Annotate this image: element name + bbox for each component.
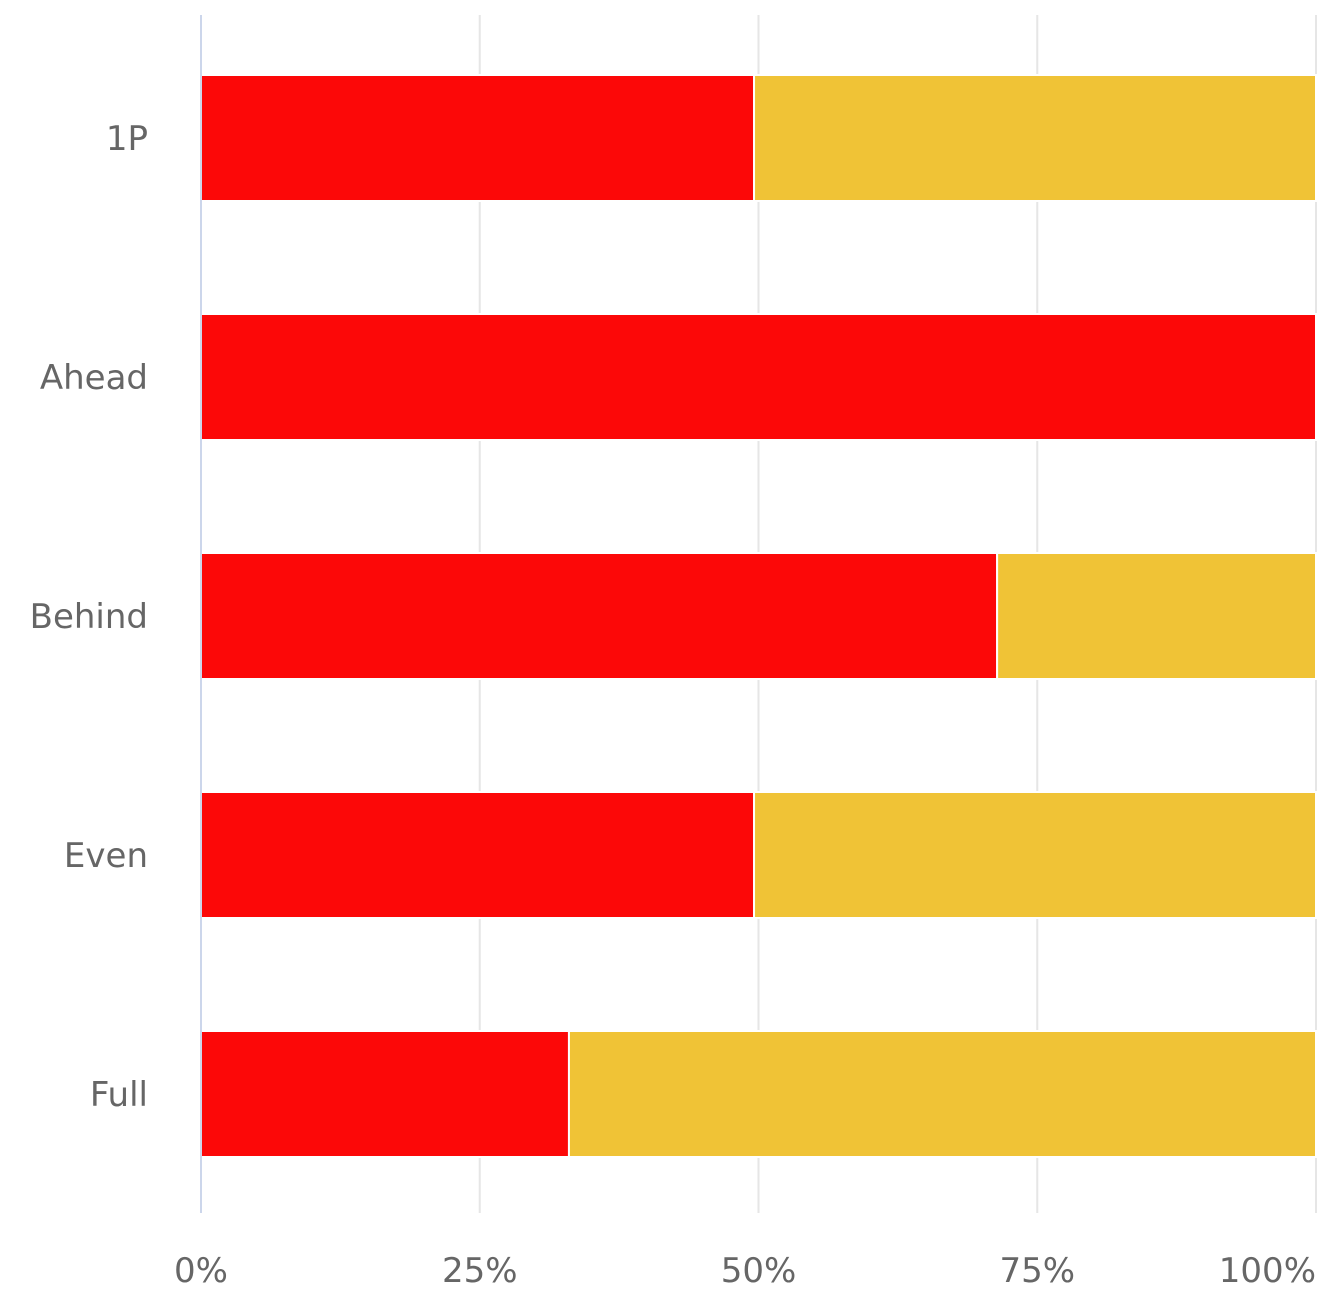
x-tick-label-2: 50%	[721, 1251, 797, 1291]
bar-behind-series-2[interactable]	[996, 552, 1317, 680]
bar-even-series-2[interactable]	[753, 791, 1317, 919]
bar-full-series-2[interactable]	[567, 1030, 1317, 1158]
category-label-ahead: Ahead	[40, 358, 148, 398]
bar-ahead-series-1[interactable]	[200, 313, 1317, 441]
bar-behind-series-1[interactable]	[200, 552, 999, 680]
x-axis-tick-labels: 0% 25% 50% 75% 100%	[174, 1251, 1316, 1291]
y-axis-category-labels: 1P Ahead Behind Even Full	[30, 119, 148, 1115]
category-label-full: Full	[90, 1075, 148, 1115]
x-tick-label-0: 0%	[174, 1251, 228, 1291]
x-tick-label-1: 25%	[442, 1251, 518, 1291]
category-label-behind: Behind	[30, 597, 148, 637]
bar-1p-series-2[interactable]	[753, 74, 1317, 202]
bar-even-series-1[interactable]	[200, 791, 756, 919]
bars	[200, 74, 1317, 1158]
bar-full-series-1[interactable]	[200, 1030, 570, 1158]
x-tick-label-3: 75%	[999, 1251, 1075, 1291]
x-tick-label-4: 100%	[1219, 1251, 1316, 1291]
category-label-1p: 1P	[106, 119, 148, 159]
bar-1p-series-1[interactable]	[200, 74, 756, 202]
category-label-even: Even	[64, 836, 148, 876]
